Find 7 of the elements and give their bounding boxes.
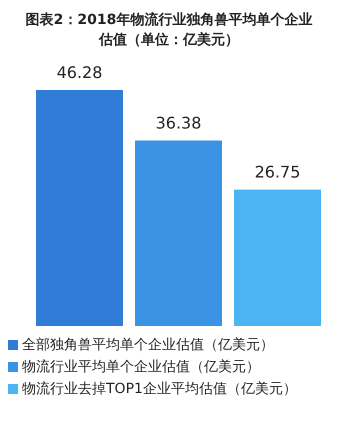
legend-label: 全部独角兽平均单个企业估值（亿美元）	[22, 336, 274, 355]
data-label: 36.38	[156, 113, 202, 132]
chart-title: 图表2：2018年物流行业独角兽平均单个企业估值（单位：亿美元）	[24, 10, 314, 50]
legend-label: 物流行业平均单个企业估值（亿美元）	[22, 358, 260, 377]
legend-label: 物流行业去掉TOP1企业平均估值（亿美元）	[22, 380, 297, 399]
data-label: 26.75	[254, 162, 300, 182]
data-label: 46.28	[56, 63, 102, 82]
